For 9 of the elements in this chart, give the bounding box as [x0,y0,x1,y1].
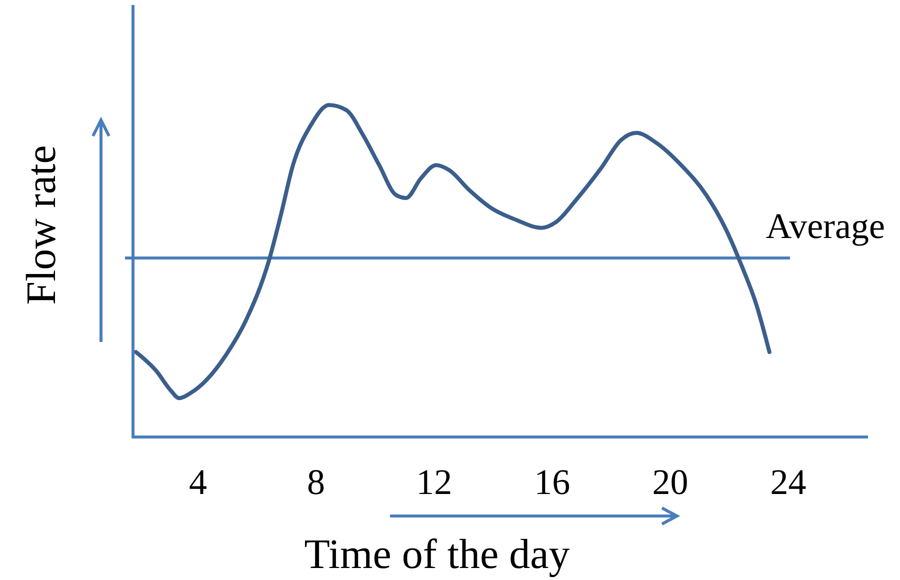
x-tick-label: 16 [534,462,570,502]
x-tick-label: 12 [416,462,452,502]
ref-line-label: Average [766,206,885,246]
x-tick-label: 4 [188,462,207,502]
x-tick-label: 24 [770,462,806,502]
x-tick-label: 20 [652,462,688,502]
y-axis-title: Flow rate [19,145,65,305]
x-axis-title: Time of the day [304,532,570,578]
x-tick-label: 8 [307,462,326,502]
